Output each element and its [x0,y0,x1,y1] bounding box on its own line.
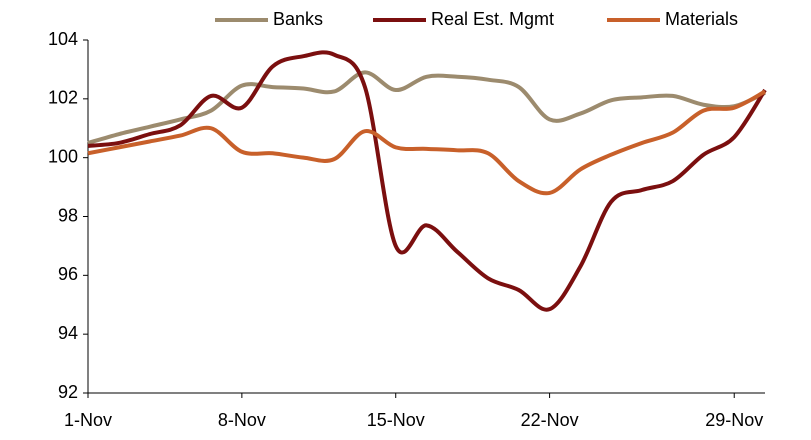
x-tick-label: 29-Nov [705,410,763,430]
y-tick-label: 98 [58,205,78,225]
legend-label: Materials [665,9,738,29]
legend-label: Real Est. Mgmt [431,9,554,29]
y-tick-label: 100 [48,146,78,166]
y-tick-label: 96 [58,264,78,284]
series-line [87,89,766,196]
y-tick-label: 94 [58,323,78,343]
x-tick-label: 22-Nov [521,410,579,430]
series-line [87,70,766,145]
y-tick-label: 104 [48,29,78,49]
x-tick-label: 1-Nov [64,410,112,430]
legend-label: Banks [273,9,323,29]
series-line [87,50,767,312]
y-tick-label: 92 [58,382,78,402]
x-tick-label: 15-Nov [367,410,425,430]
x-tick-label: 8-Nov [218,410,266,430]
y-tick-label: 102 [48,88,78,108]
